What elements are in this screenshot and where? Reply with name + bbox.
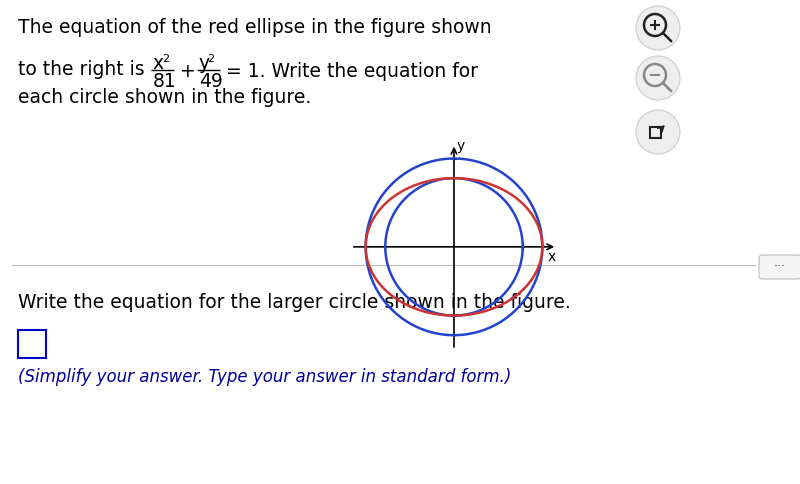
Text: +: +	[180, 62, 196, 81]
Text: = 1. Write the equation for: = 1. Write the equation for	[226, 62, 478, 81]
Text: x: x	[152, 54, 163, 73]
Text: each circle shown in the figure.: each circle shown in the figure.	[18, 88, 311, 107]
Text: The equation of the red ellipse in the figure shown: The equation of the red ellipse in the f…	[18, 18, 492, 37]
Text: ···: ···	[774, 260, 786, 273]
Bar	[650, 127, 661, 138]
Circle shape	[636, 6, 680, 50]
Text: to the right is: to the right is	[18, 60, 150, 79]
Text: 2: 2	[162, 54, 169, 64]
Text: x: x	[548, 250, 556, 264]
Text: y: y	[457, 139, 465, 153]
FancyBboxPatch shape	[759, 255, 800, 279]
Circle shape	[636, 110, 680, 154]
Text: 81: 81	[153, 72, 177, 91]
Text: 2: 2	[207, 54, 214, 64]
Circle shape	[636, 56, 680, 100]
Bar	[18, 330, 46, 358]
Text: (Simplify your answer. Type your answer in standard form.): (Simplify your answer. Type your answer …	[18, 368, 511, 386]
Text: 49: 49	[199, 72, 223, 91]
Text: Write the equation for the larger circle shown in the figure.: Write the equation for the larger circle…	[18, 293, 570, 312]
Text: y: y	[198, 54, 209, 73]
